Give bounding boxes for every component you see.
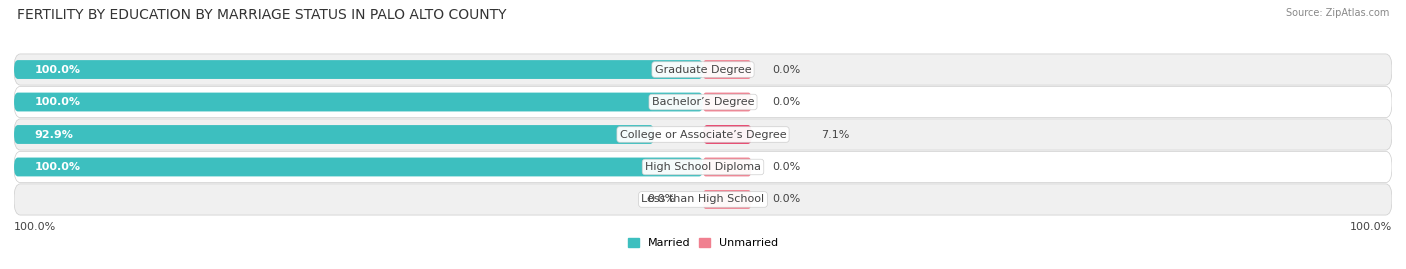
- FancyBboxPatch shape: [703, 125, 752, 144]
- Text: Bachelor’s Degree: Bachelor’s Degree: [652, 97, 754, 107]
- Text: 100.0%: 100.0%: [35, 65, 80, 75]
- Text: 92.9%: 92.9%: [35, 129, 73, 140]
- FancyBboxPatch shape: [14, 125, 654, 144]
- FancyBboxPatch shape: [14, 151, 1392, 183]
- Text: 0.0%: 0.0%: [772, 162, 800, 172]
- Text: 0.0%: 0.0%: [772, 97, 800, 107]
- FancyBboxPatch shape: [14, 86, 1392, 118]
- FancyBboxPatch shape: [703, 190, 751, 209]
- FancyBboxPatch shape: [703, 93, 751, 111]
- Text: Graduate Degree: Graduate Degree: [655, 65, 751, 75]
- Text: Source: ZipAtlas.com: Source: ZipAtlas.com: [1285, 8, 1389, 18]
- FancyBboxPatch shape: [703, 158, 751, 176]
- Text: Less than High School: Less than High School: [641, 194, 765, 204]
- Legend: Married, Unmarried: Married, Unmarried: [623, 233, 783, 253]
- FancyBboxPatch shape: [14, 60, 703, 79]
- Text: 0.0%: 0.0%: [772, 194, 800, 204]
- Text: 100.0%: 100.0%: [14, 222, 56, 232]
- Text: 100.0%: 100.0%: [35, 162, 80, 172]
- FancyBboxPatch shape: [14, 93, 703, 111]
- Text: FERTILITY BY EDUCATION BY MARRIAGE STATUS IN PALO ALTO COUNTY: FERTILITY BY EDUCATION BY MARRIAGE STATU…: [17, 8, 506, 22]
- Text: 7.1%: 7.1%: [821, 129, 849, 140]
- FancyBboxPatch shape: [14, 119, 1392, 150]
- FancyBboxPatch shape: [703, 60, 751, 79]
- Text: 100.0%: 100.0%: [1350, 222, 1392, 232]
- Text: High School Diploma: High School Diploma: [645, 162, 761, 172]
- Text: College or Associate’s Degree: College or Associate’s Degree: [620, 129, 786, 140]
- FancyBboxPatch shape: [14, 54, 1392, 85]
- FancyBboxPatch shape: [14, 158, 703, 176]
- Text: 0.0%: 0.0%: [647, 194, 675, 204]
- Text: 100.0%: 100.0%: [35, 97, 80, 107]
- Text: 0.0%: 0.0%: [772, 65, 800, 75]
- FancyBboxPatch shape: [14, 184, 1392, 215]
